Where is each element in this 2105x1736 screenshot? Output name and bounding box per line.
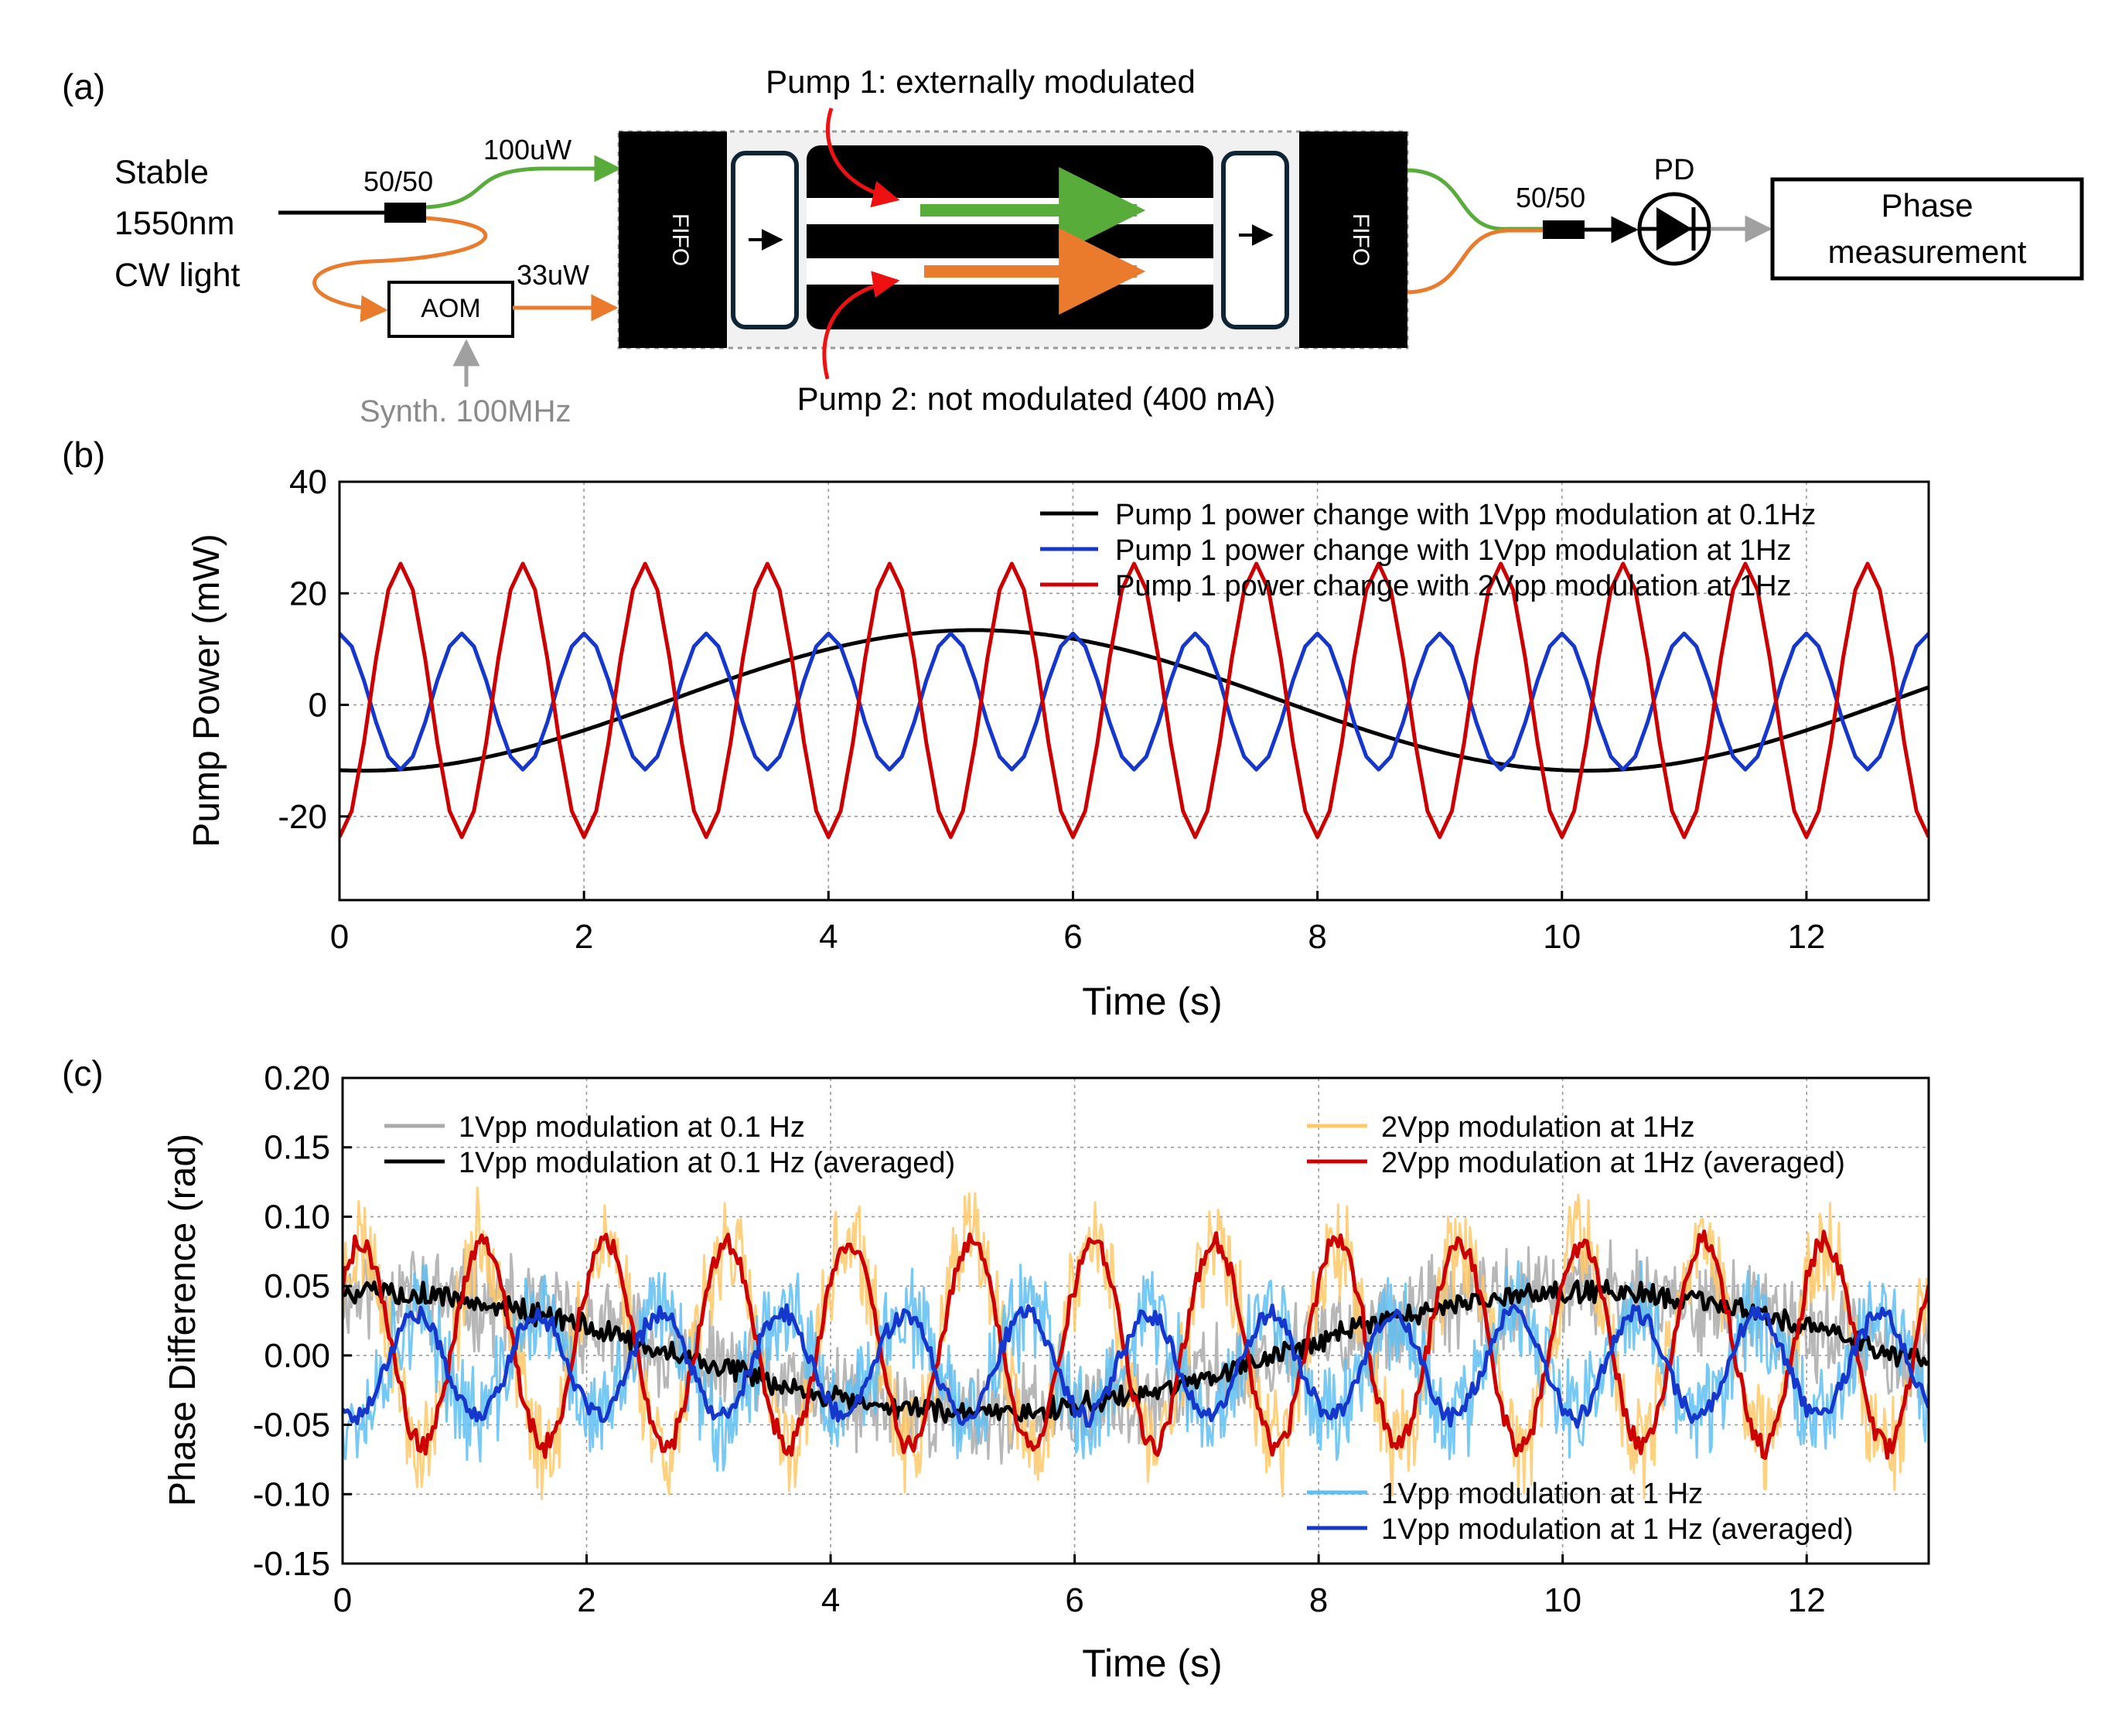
fifo-left-block bbox=[619, 131, 727, 348]
chart-b-ylabel: Pump Power (mW) bbox=[186, 534, 227, 847]
panel-label-a: (a) bbox=[62, 67, 105, 107]
input-splitter bbox=[384, 203, 426, 223]
output-fiber-orange bbox=[1407, 228, 1547, 295]
c-ytick-label: -0.10 bbox=[253, 1475, 330, 1513]
fifo-right-label: FIFO bbox=[1348, 213, 1373, 266]
c-ytick-label: 0.15 bbox=[264, 1129, 330, 1167]
chart-b-legend: Pump 1 power change with 1Vpp modulation… bbox=[1040, 499, 1816, 602]
c-xtick-label: 8 bbox=[1309, 1581, 1328, 1619]
b-xtick-label: 8 bbox=[1308, 918, 1326, 956]
chart-c-legend-label-1: 2Vpp modulation at 1Hz bbox=[1381, 1111, 1695, 1144]
source-label-line1: Stable bbox=[114, 154, 209, 191]
chart-c: 0 2 4 6 8 10 12 -0.15 -0.10 -0.05 0.00 0.05 0.10 0.15… bbox=[162, 1059, 1930, 1685]
fifo-right-block bbox=[1299, 131, 1407, 348]
b-xtick-label: 6 bbox=[1063, 918, 1082, 956]
b-xtick-label: 4 bbox=[819, 918, 838, 956]
phase-box-label-line2: measurement bbox=[1828, 234, 2027, 270]
chart-b-legend-label-2: Pump 1 power change with 2Vpp modulation… bbox=[1115, 570, 1792, 602]
b-ytick-label: 0 bbox=[309, 687, 327, 725]
panel-label-b: (b) bbox=[62, 435, 105, 475]
b-ytick-label: 40 bbox=[289, 463, 327, 501]
output-fiber-green bbox=[1407, 168, 1547, 231]
lower-fiber bbox=[312, 216, 488, 322]
upper-power-label: 100uW bbox=[483, 134, 571, 165]
b-xtick-label: 2 bbox=[575, 918, 593, 956]
output-splitter-label: 50/50 bbox=[1516, 182, 1585, 213]
chart-b-ticks: 0 2 4 6 8 10 12 -20 0 20 40 bbox=[278, 463, 1825, 956]
chart-c-gridlines bbox=[343, 1078, 1929, 1564]
c-ytick-label: -0.05 bbox=[253, 1407, 330, 1444]
pump2-label: Pump 2: not modulated (400 mA) bbox=[797, 380, 1276, 417]
setup-diagram: Stable 1550nm CW light 50/50 100uW AOM 3… bbox=[114, 63, 2084, 428]
pump1-label: Pump 1: externally modulated bbox=[766, 63, 1196, 100]
c-ytick-label: 0.00 bbox=[264, 1337, 330, 1375]
chart-b-line-pump-1-power-change-with-2vpp-modulation-at-1hz bbox=[339, 561, 1929, 839]
b-xtick-label: 0 bbox=[330, 918, 349, 956]
source-label-line3: CW light bbox=[114, 257, 241, 294]
chart-c-legend-label-0: 1Vpp modulation at 0.1 Hz bbox=[459, 1111, 805, 1144]
b-xtick-label: 10 bbox=[1543, 918, 1581, 956]
phase-measurement-box bbox=[1770, 177, 2084, 281]
synth-label: Synth. 100MHz bbox=[360, 394, 571, 428]
chart-b-legend-label-0: Pump 1 power change with 1Vpp modulation… bbox=[1115, 499, 1816, 531]
input-splitter-label: 50/50 bbox=[363, 165, 433, 197]
chart-c-ylabel: Phase Difference (rad) bbox=[162, 1134, 203, 1506]
c-ytick-label: 0.20 bbox=[264, 1059, 330, 1097]
c-ytick-label: 0.05 bbox=[264, 1267, 330, 1305]
isolator-right bbox=[1221, 151, 1289, 329]
chart-b-series bbox=[339, 561, 1929, 839]
photodiode-triangle bbox=[1656, 207, 1692, 251]
chart-c-legend-label-3: 1Vpp modulation at 0.1 Hz (averaged) bbox=[459, 1147, 955, 1179]
aom-label: AOM bbox=[421, 294, 480, 323]
chart-b-legend-label-1: Pump 1 power change with 1Vpp modulation… bbox=[1115, 534, 1792, 567]
c-xtick-label: 10 bbox=[1544, 1581, 1581, 1619]
chart-c-ticks: 0 2 4 6 8 10 12 -0.15 -0.10 -0.05 0.00 0.05 0.10 0.15… bbox=[253, 1059, 1826, 1619]
panel-label-c: (c) bbox=[62, 1053, 104, 1093]
chart-b-line-pump-1-power-change-with-1vpp-modulation-at-1hz bbox=[339, 631, 1929, 772]
b-ytick-label: 20 bbox=[289, 575, 327, 612]
chart-b-frame bbox=[338, 480, 1930, 902]
fifo-left-label: FIFO bbox=[667, 213, 693, 266]
upper-fiber bbox=[425, 155, 622, 210]
chart-b-line-pump-1-power-change-with-1vpp-modulation-at-0-1hz bbox=[339, 628, 1929, 773]
chart-c-line-1vpp-modulation-at-1-hz-averaged bbox=[343, 1303, 1929, 1429]
output-splitter bbox=[1543, 220, 1585, 239]
c-xtick-label: 12 bbox=[1788, 1581, 1826, 1619]
source-label-line2: 1550nm bbox=[114, 205, 234, 242]
lower-power-label: 33uW bbox=[517, 259, 589, 291]
chart-c-legend-label-2: 1Vpp modulation at 1 Hz bbox=[1381, 1478, 1703, 1510]
c-xtick-label: 0 bbox=[333, 1581, 352, 1619]
chart-b: 0 2 4 6 8 10 12 -20 0 20 40 Pump Power (mW) Time (… bbox=[186, 463, 1930, 1023]
phase-box-label-line1: Phase bbox=[1881, 187, 1973, 223]
b-xtick-label: 12 bbox=[1787, 918, 1825, 956]
pump1-arrow bbox=[825, 107, 900, 208]
chart-c-series bbox=[343, 1186, 1929, 1500]
c-xtick-label: 4 bbox=[821, 1581, 840, 1619]
chart-c-frame bbox=[341, 1076, 1930, 1565]
c-xtick-label: 2 bbox=[577, 1581, 595, 1619]
gain-chip bbox=[807, 145, 1213, 329]
pump2-arrow bbox=[822, 271, 900, 380]
pd-label: PD bbox=[1654, 154, 1695, 186]
chart-c-legend-label-4: 2Vpp modulation at 1Hz (averaged) bbox=[1381, 1147, 1845, 1179]
chart-c-legend-label-5: 1Vpp modulation at 1 Hz (averaged) bbox=[1381, 1513, 1853, 1546]
b-ytick-label: -20 bbox=[278, 798, 327, 836]
chart-b-gridlines bbox=[339, 482, 1929, 900]
c-ytick-label: -0.15 bbox=[253, 1545, 330, 1583]
chart-c-line-2vpp-modulation-at-1hz-averaged bbox=[343, 1230, 1929, 1460]
c-xtick-label: 6 bbox=[1065, 1581, 1083, 1619]
chart-c-xlabel: Time (s) bbox=[1082, 1642, 1222, 1685]
c-ytick-label: 0.10 bbox=[264, 1198, 330, 1236]
chart-b-xlabel: Time (s) bbox=[1082, 980, 1222, 1023]
